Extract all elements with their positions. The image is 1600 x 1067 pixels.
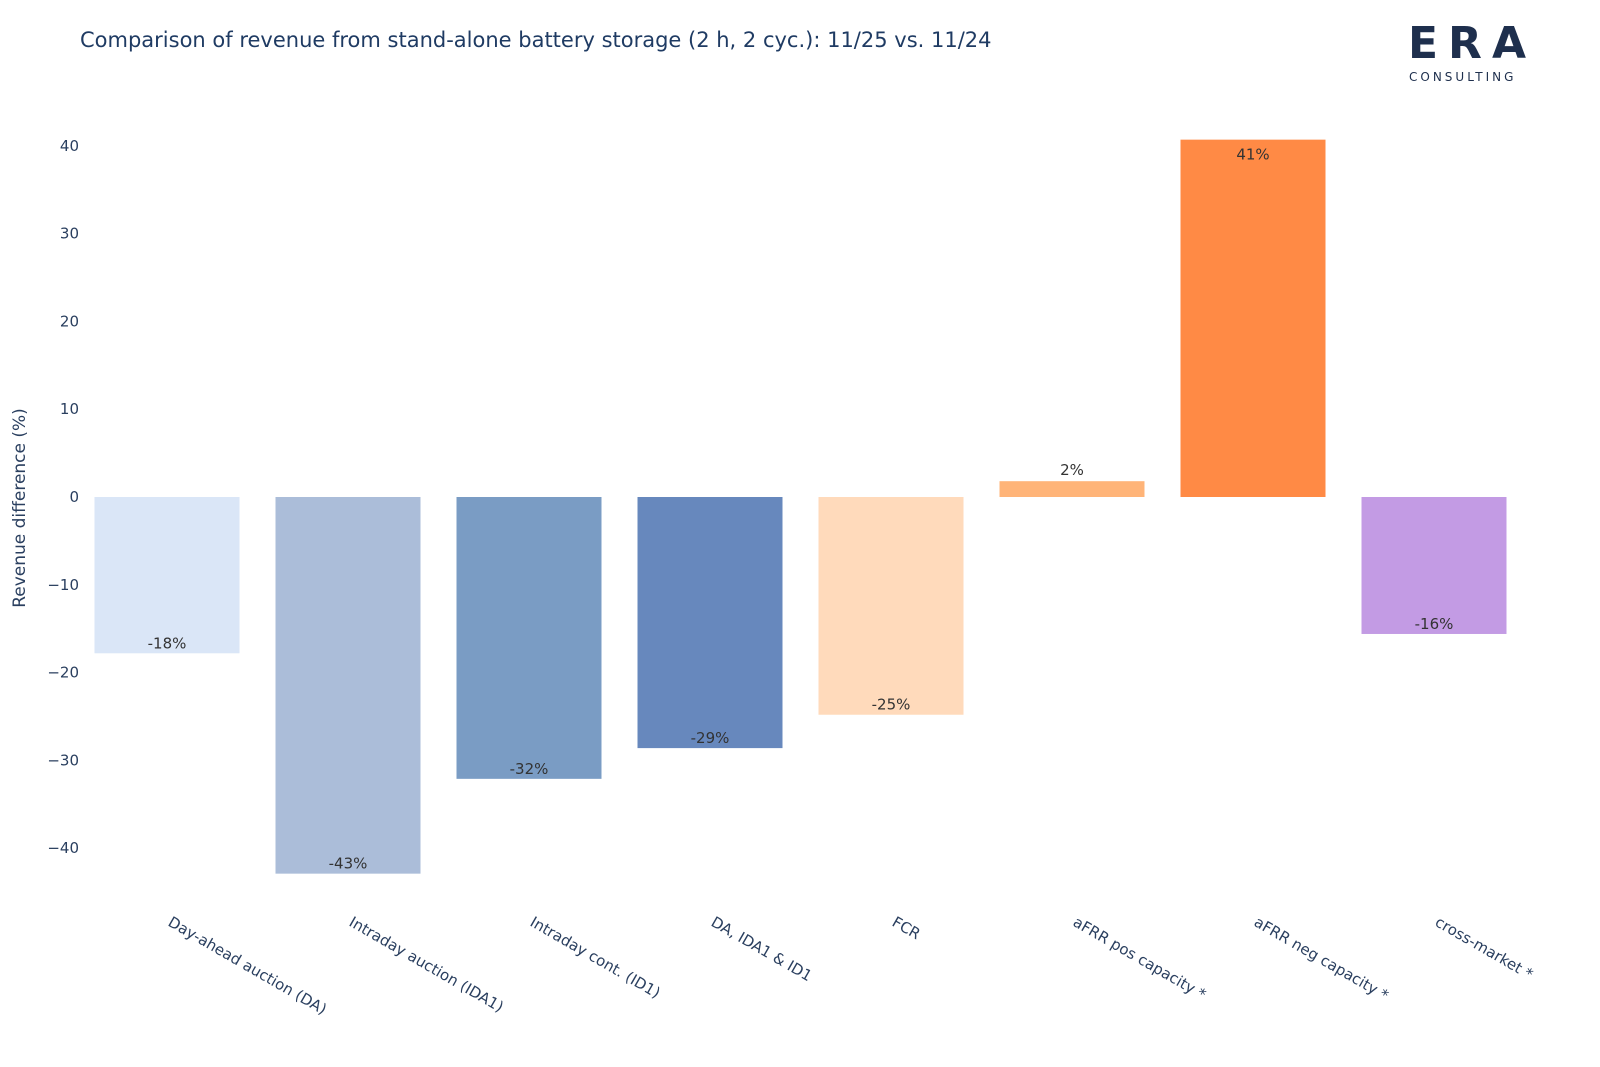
logo-subtitle: CONSULTING: [1409, 70, 1517, 84]
bar-afrr-neg-capacity: [1180, 139, 1326, 498]
bar-data-label: 41%: [1236, 146, 1269, 164]
bar-cross-market: [1361, 497, 1507, 634]
x-tick-label: Day-ahead auction (DA): [165, 913, 330, 1019]
y-tick-label: −40: [47, 839, 79, 857]
bar-day-ahead-auction-da: [94, 497, 240, 654]
x-tick-label: FCR: [889, 913, 924, 943]
y-tick-label: 40: [60, 137, 79, 155]
x-tick-label: DA, IDA1 & ID1: [708, 913, 815, 985]
y-tick-label: −30: [47, 751, 79, 769]
bar-data-label: -43%: [329, 855, 368, 873]
bar-afrr-pos-capacity: [999, 481, 1145, 497]
era-consulting-logo: ERA CONSULTING: [1408, 20, 1538, 86]
x-tick-label: Intraday auction (IDA1): [346, 913, 507, 1016]
x-tick-label: cross-market *: [1432, 913, 1537, 984]
y-axis-title: Revenue difference (%): [10, 408, 30, 608]
bar-data-label: -16%: [1415, 615, 1454, 633]
y-tick-label: 0: [69, 488, 79, 506]
bar-fcr: [818, 497, 964, 715]
bar-data-label: 2%: [1060, 461, 1084, 479]
bar-intraday-auction-ida1: [275, 497, 421, 874]
y-axis: 40 30 20 10 0 −10 −20 −30 −40 Revenue difference …: [10, 137, 79, 857]
x-tick-label: aFRR pos capacity *: [1070, 913, 1210, 1004]
y-tick-label: 20: [60, 312, 79, 330]
bar-intraday-cont-id1: [456, 497, 602, 779]
chart-title: Comparison of revenue from stand-alone b…: [80, 28, 992, 52]
bar-data-label: -18%: [148, 634, 187, 652]
y-tick-label: 30: [60, 225, 79, 243]
x-tick-label: Intraday cont. (ID1): [527, 913, 663, 1002]
bars: -18% -43% -32% -29% -25% 2% 41% -16%: [94, 139, 1507, 874]
bar-data-label: -29%: [691, 729, 730, 747]
y-tick-label: 10: [60, 400, 79, 418]
bar-data-label: -32%: [510, 760, 549, 778]
x-tick-label: aFRR neg capacity *: [1251, 913, 1392, 1005]
y-tick-label: −20: [47, 664, 79, 682]
logo-wordmark: ERA: [1408, 18, 1536, 69]
x-axis: Day-ahead auction (DA) Intraday auction (…: [165, 913, 1537, 1019]
y-tick-label: −10: [47, 576, 79, 594]
bar-data-label: -25%: [872, 696, 911, 714]
bar-da-ida1-id1: [637, 497, 783, 749]
